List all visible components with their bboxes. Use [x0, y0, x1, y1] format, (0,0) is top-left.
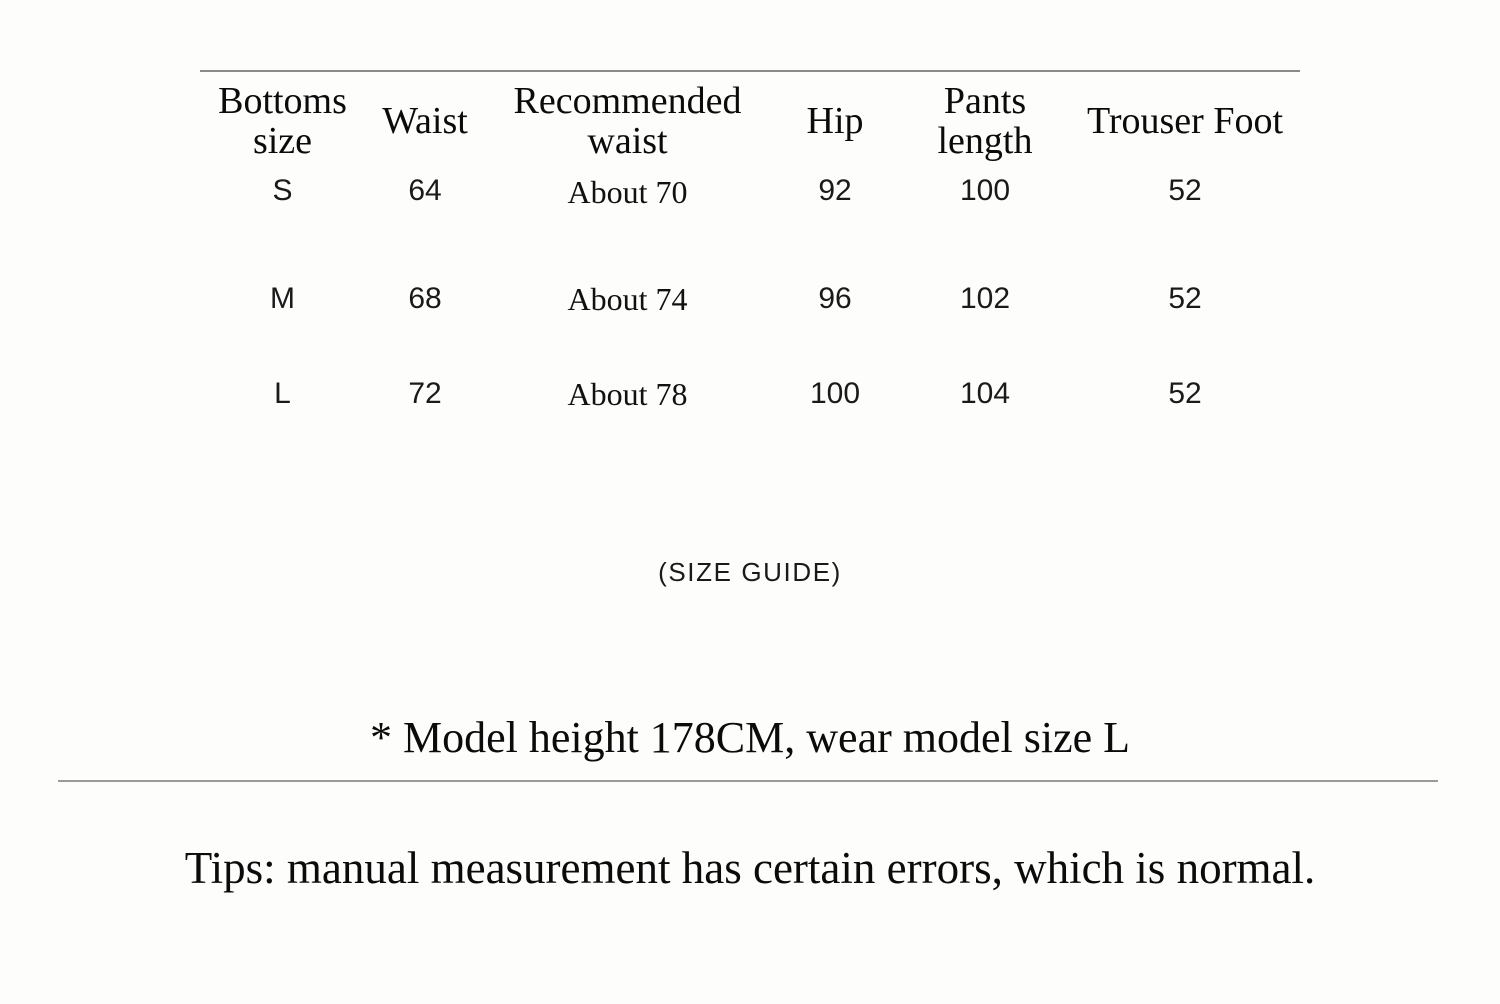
- cell-pants-length: 104: [959, 377, 1011, 411]
- cell-waist: 68: [408, 282, 442, 316]
- cell-hip: 92: [818, 173, 852, 207]
- cell-recommended-waist: About 74: [567, 280, 688, 317]
- column-header-waist: Waist: [382, 99, 468, 142]
- table-row: M 68 About 74 96 102 52: [200, 252, 1300, 347]
- size-chart-table: Bottoms size Waist Recommended waist Hip…: [200, 80, 1300, 442]
- column-header-hip: Hip: [806, 99, 864, 142]
- cell-trouser-foot: 52: [1168, 282, 1202, 316]
- measurement-tips-note: Tips: manual measurement has certain err…: [184, 843, 1316, 893]
- size-chart-header: Bottoms size Waist Recommended waist Hip…: [200, 80, 1300, 166]
- cell-recommended-waist: About 78: [567, 375, 688, 412]
- divider-top: [200, 70, 1300, 72]
- divider-bottom: [58, 780, 1438, 782]
- table-row: S 64 About 70 92 100 52: [200, 166, 1300, 252]
- cell-recommended-waist: About 70: [567, 173, 688, 210]
- cell-pants-length: 102: [959, 282, 1011, 316]
- cell-trouser-foot: 52: [1168, 173, 1202, 207]
- size-chart-body: S 64 About 70 92 100 52 M 68 About 74 96…: [200, 166, 1300, 442]
- cell-size: S: [272, 173, 293, 207]
- model-height-note: * Model height 178CM, wear model size L: [369, 713, 1131, 762]
- column-header-bottoms-size: Bottoms size: [218, 80, 347, 162]
- cell-hip: 100: [809, 377, 861, 411]
- size-guide-caption: (SIZE GUIDE): [658, 557, 842, 587]
- cell-hip: 96: [818, 282, 852, 316]
- column-header-pants-length: Pants length: [937, 80, 1033, 162]
- cell-size: M: [270, 282, 295, 316]
- cell-pants-length: 100: [959, 173, 1011, 207]
- cell-size: L: [274, 377, 291, 411]
- cell-waist: 64: [408, 173, 442, 207]
- column-header-trouser-foot: Trouser Foot: [1086, 99, 1284, 142]
- column-header-recommended-waist: Recommended waist: [513, 80, 742, 162]
- cell-trouser-foot: 52: [1168, 377, 1202, 411]
- cell-waist: 72: [408, 377, 442, 411]
- table-header-row: Bottoms size Waist Recommended waist Hip…: [200, 80, 1300, 166]
- table-row: L 72 About 78 100 104 52: [200, 347, 1300, 442]
